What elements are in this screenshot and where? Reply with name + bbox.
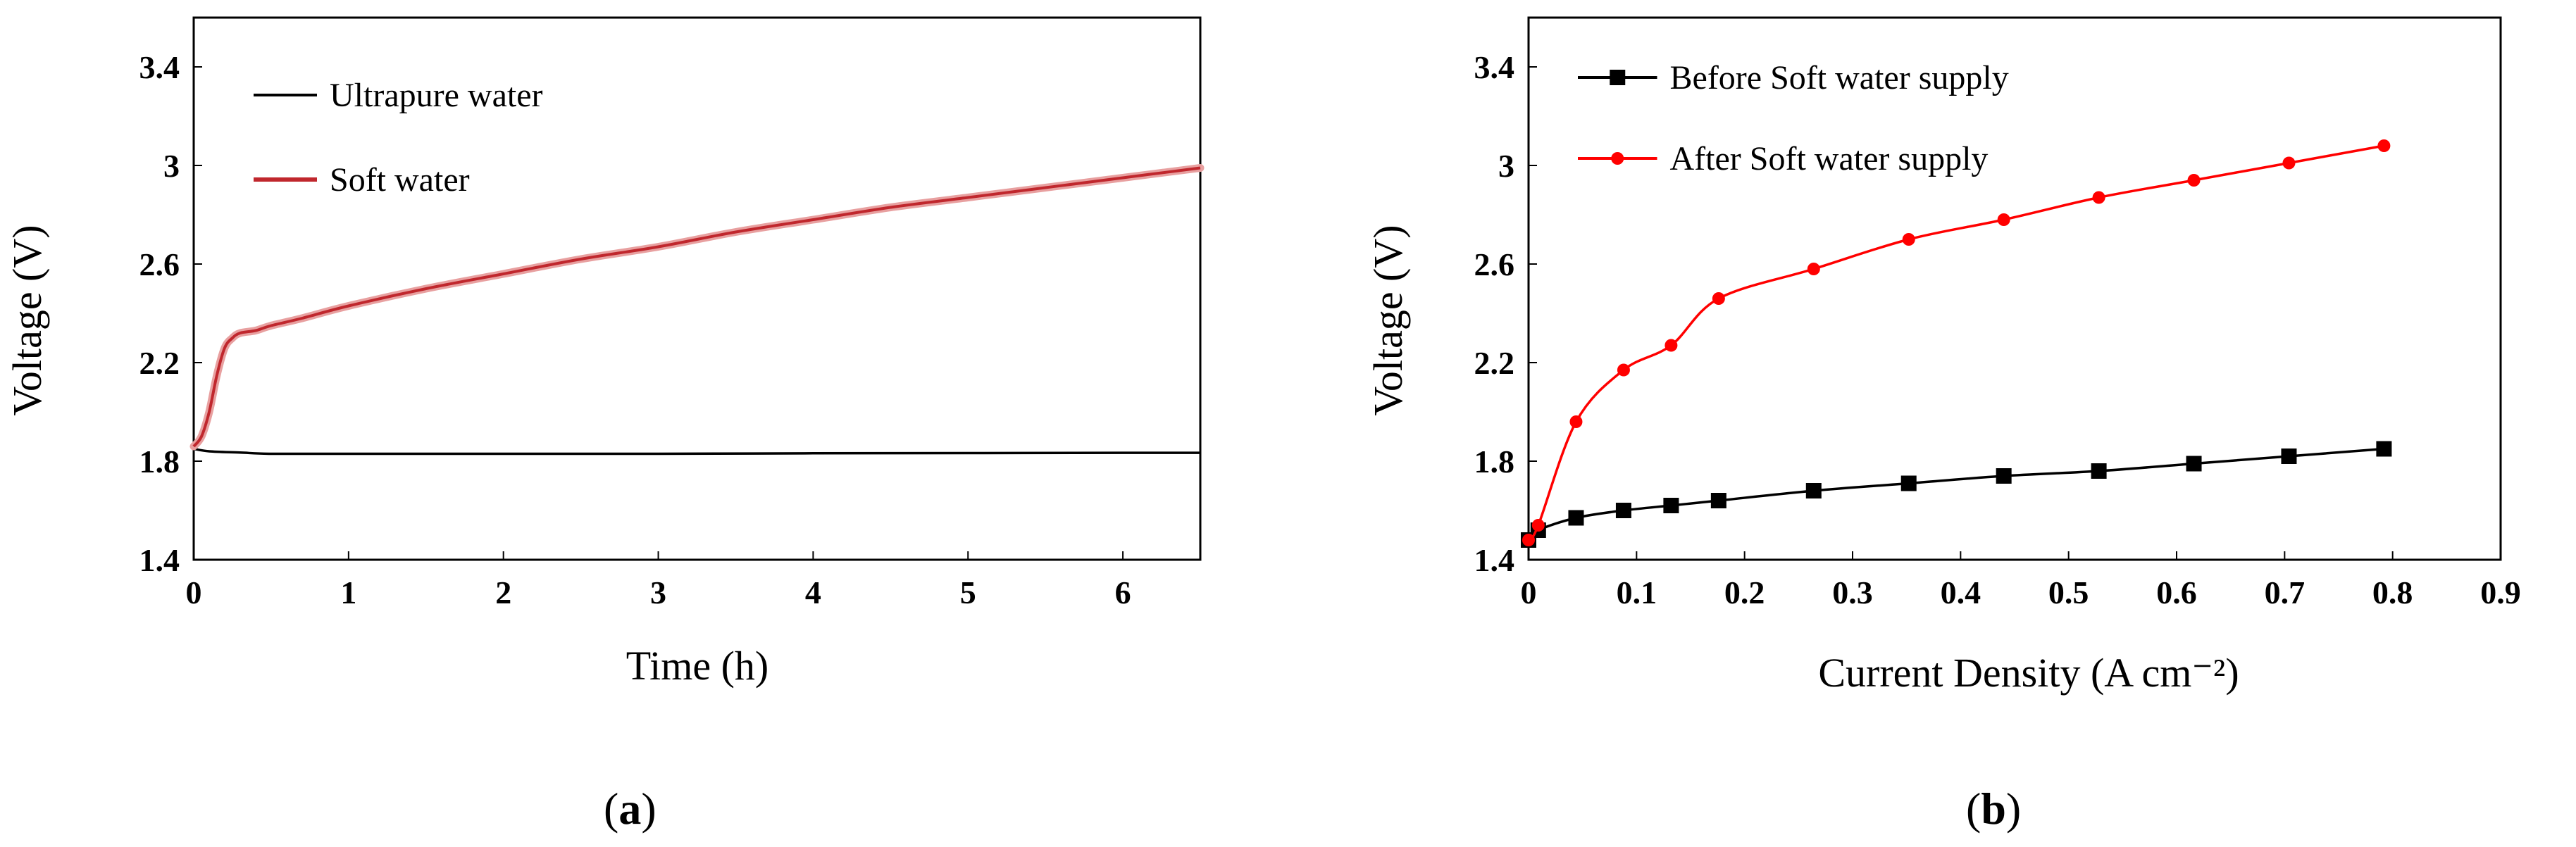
series-before-soft-water-supply-point [2091,463,2107,479]
series-before-soft-water-supply-point [2186,456,2202,472]
chart-a-y-tick-label: 3 [163,148,180,184]
series-after-soft-water-supply-point [2092,191,2105,204]
series-after-soft-water-supply-point [1712,292,1725,305]
series-after-soft-water-supply-point [1665,339,1678,352]
chart-b-series [1521,139,2392,548]
chart-b-y-tick-label: 2.6 [1474,246,1515,282]
chart-b-y-tick-label: 3 [1498,148,1514,184]
legend-soft-water-label: Soft water [330,161,470,199]
series-after-soft-water-supply-point [1997,213,2010,226]
chart-a-y-tick-label: 1.8 [139,444,180,479]
chart-b-y-tick-label: 3.4 [1474,49,1515,85]
legend-ultrapure-water-label: Ultrapure water [330,77,543,114]
chart-b: 0 0.1 0.2 0.3 0.4 0.5 0.6 0.7 0.8 0.9 1.4 1.8 2.2 2.6… [1365,16,2521,834]
chart-b-x-tick-label: 0.9 [2480,575,2521,610]
series-before-soft-water-supply-point [2281,448,2297,464]
series-before-soft-water-supply-point [2376,441,2392,457]
series-after-soft-water-supply-point [1902,233,1915,246]
chart-b-x-tick-label: 0.6 [2156,575,2197,610]
series-after-soft-water-supply-point [2187,174,2201,187]
series-before-soft-water-supply-line [1527,447,2384,541]
chart-b-y-tick-label: 1.8 [1474,444,1515,479]
chart-a-x-axis-label: Time (h) [626,643,769,689]
chart-b-x-tick-label: 0.5 [2048,575,2089,610]
chart-a-ticks: 0 1 2 3 4 5 6 1.4 1.8 2.2 2.6 3 3.4 [139,49,1131,610]
series-before-soft-water-supply-point [1663,498,1679,513]
chart-b-legend: Before Soft water supply After Soft water… [1578,59,2009,177]
chart-b-ticks: 0 0.1 0.2 0.3 0.4 0.5 0.6 0.7 0.8 0.9 1.4 1.8 2.2 2.6… [1474,49,2521,610]
series-after-soft-water-supply-line [1527,144,2384,541]
chart-a-x-tick-label: 5 [960,575,976,610]
chart-b-y-tick-label: 1.4 [1474,542,1515,578]
chart-a-y-tick-label: 2.6 [139,246,180,282]
series-before-soft-water-supply-point [1568,510,1584,526]
series-before-soft-water-supply-point [1996,468,2012,484]
chart-b-x-tick-label: 0.3 [1832,575,1873,610]
series-after-soft-water-supply-point [2377,139,2391,152]
series-after-soft-water-supply-point [1531,519,1545,532]
chart-b-x-tick-label: 0.8 [2372,575,2413,610]
series-before-soft-water-supply-point [1900,475,1917,491]
chart-a-legend: Ultrapure water Soft water [254,77,543,199]
series-after-soft-water-supply-point [1569,415,1583,428]
chart-a-x-tick-label: 1 [340,575,356,610]
chart-b-plot-frame [1527,16,2502,561]
chart-a-y-tick-label: 3.4 [139,49,180,85]
chart-a-x-tick-label: 0 [186,575,202,610]
chart-a-panel-label: (a) [604,784,657,834]
series-after-soft-water-supply-point [1617,363,1630,377]
chart-b-x-tick-label: 0.4 [1941,575,1981,610]
series-after-soft-water-supply-point [1807,263,1820,275]
series-ultrapure-water-line [193,447,1201,456]
chart-b-x-tick-label: 0.2 [1724,575,1765,610]
chart-a-y-tick-label: 1.4 [139,542,180,578]
series-after-soft-water-supply-point [1522,534,1535,546]
legend-after-soft-water-supply-label: After Soft water supply [1670,140,1989,177]
legend-before-soft-water-supply-label: Before Soft water supply [1670,59,2009,96]
chart-a-plot-frame [192,16,1202,561]
chart-b-panel-label: (b) [1966,784,2021,834]
chart-a-y-tick-label: 2.2 [139,345,180,381]
chart-b-y-axis-label: Voltage (V) [1365,225,1411,415]
series-before-soft-water-supply-point [1615,503,1631,518]
chart-b-y-tick-label: 2.2 [1474,345,1515,381]
chart-b-x-tick-label: 0 [1521,575,1537,610]
series-soft-water-line [192,166,1201,448]
chart-b-x-tick-label: 0.1 [1617,575,1657,610]
chart-a-y-axis-label: Voltage (V) [4,225,50,415]
chart-a-x-tick-label: 2 [495,575,511,610]
series-before-soft-water-supply-point [1710,493,1726,508]
series-after-soft-water-supply-point [2282,156,2296,170]
chart-a: 0 1 2 3 4 5 6 1.4 1.8 2.2 2.6 3 3.4 Ultrapure water S… [4,16,1205,834]
chart-b-x-tick-label: 0.7 [2265,575,2306,610]
chart-a-x-tick-label: 6 [1115,575,1131,610]
chart-a-x-tick-label: 3 [650,575,666,610]
legend-after-soft-water-supply-marker [1611,152,1624,165]
legend-before-soft-water-supply-marker [1610,70,1626,85]
chart-a-series [189,164,1205,456]
chart-a-x-tick-label: 4 [805,575,821,610]
series-before-soft-water-supply-point [1805,483,1822,498]
chart-b-x-axis-label: Current Density (A cm⁻²) [1818,650,2239,696]
